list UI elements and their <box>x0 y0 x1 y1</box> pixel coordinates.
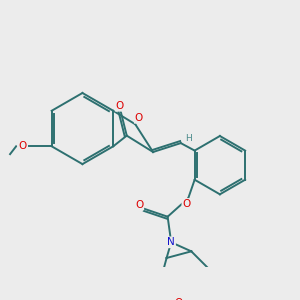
Text: O: O <box>182 199 190 209</box>
Text: O: O <box>135 113 143 123</box>
Text: N: N <box>167 237 175 247</box>
Text: H: H <box>185 134 192 143</box>
Text: O: O <box>116 101 124 111</box>
Text: O: O <box>135 200 143 210</box>
Text: O: O <box>18 141 26 151</box>
Text: O: O <box>174 298 182 300</box>
